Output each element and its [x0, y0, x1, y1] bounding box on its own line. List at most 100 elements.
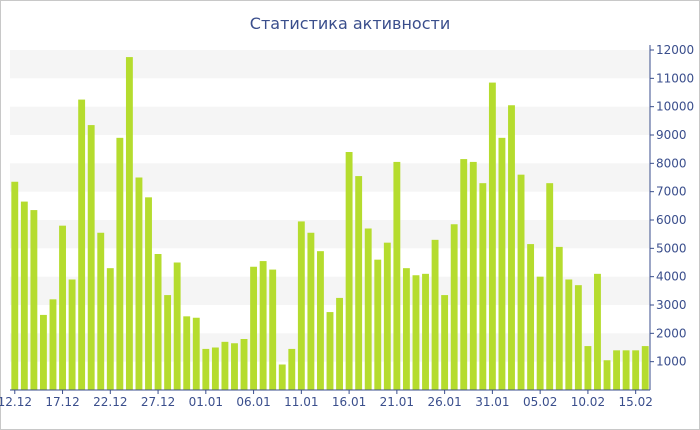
x-tick-label: 27.12 [141, 395, 175, 409]
y-tick-label: 4000 [656, 270, 687, 284]
y-axis-ticks: 1000 2000 3000 4000 5000 6000 7000 8000 9000 1000… [650, 43, 694, 369]
bar [125, 57, 133, 390]
x-tick-label: 16.01 [332, 395, 366, 409]
bar [164, 295, 172, 390]
bar [393, 161, 401, 390]
y-tick-label: 1000 [656, 355, 687, 369]
bars [11, 57, 649, 390]
bar [622, 350, 630, 390]
bar [565, 279, 573, 390]
y-tick-label: 2000 [656, 326, 687, 340]
y-tick-label: 6000 [656, 213, 687, 227]
x-tick-label: 05.02 [523, 395, 557, 409]
bar [364, 228, 372, 390]
bar [345, 152, 353, 390]
chart-title: Статистика активности [249, 14, 451, 33]
y-tick-label: 5000 [656, 241, 687, 255]
bar [173, 262, 181, 390]
grid-band [10, 220, 650, 249]
bar [154, 254, 162, 390]
bar [278, 364, 286, 390]
grid-band [10, 50, 650, 79]
grid-band [10, 106, 650, 135]
bar [594, 273, 601, 390]
bar [584, 346, 592, 390]
bar [479, 183, 487, 390]
bar [527, 244, 535, 390]
bar [269, 269, 277, 390]
bar [412, 275, 420, 390]
bar [288, 348, 296, 390]
bar [145, 197, 152, 390]
bar [250, 266, 258, 390]
x-tick-label: 21.01 [380, 395, 414, 409]
bar [326, 312, 334, 390]
bar [383, 242, 391, 390]
bar [97, 232, 105, 390]
x-tick-label: 10.02 [571, 395, 605, 409]
y-tick-label: 3000 [656, 298, 687, 312]
bar [498, 137, 506, 390]
y-tick-label: 8000 [656, 156, 687, 170]
x-tick-label: 01.01 [189, 395, 223, 409]
x-axis-ticks: 12.12 17.12 22.12 27.12 01.01 06.01 11.01 16.01… [0, 390, 653, 409]
bar [402, 268, 410, 390]
bar [460, 159, 468, 390]
bar [603, 360, 611, 390]
bar [116, 137, 124, 390]
grid-band [10, 163, 650, 192]
bar [546, 183, 554, 390]
bar [106, 268, 114, 390]
bar [39, 314, 47, 390]
bar [30, 210, 38, 390]
bar [536, 276, 544, 390]
bar [68, 279, 76, 390]
x-tick-label: 31.01 [475, 395, 509, 409]
bar [307, 232, 315, 390]
bar [641, 346, 649, 390]
bar [59, 225, 66, 390]
y-tick-label: 11000 [656, 71, 694, 85]
bar [211, 347, 219, 390]
x-tick-label: 22.12 [93, 395, 127, 409]
bar [355, 176, 363, 390]
bar [297, 221, 305, 390]
bar [517, 174, 525, 390]
bar [202, 348, 210, 390]
bar [78, 99, 86, 390]
bar [183, 316, 191, 390]
x-tick-label: 15.02 [618, 395, 652, 409]
bar [20, 201, 28, 390]
bar [317, 251, 324, 390]
bar [574, 285, 582, 390]
bar [87, 125, 95, 390]
bar [240, 339, 248, 390]
bar [441, 295, 449, 390]
bar [431, 239, 439, 390]
y-tick-label: 10000 [656, 100, 694, 114]
bar [135, 177, 143, 390]
bar [192, 317, 200, 390]
bar [374, 259, 382, 390]
bar [11, 181, 19, 390]
bar [336, 297, 343, 390]
y-tick-label: 12000 [656, 43, 694, 57]
bar [259, 261, 267, 390]
bar [450, 224, 458, 390]
bar [508, 105, 515, 390]
grid-band [10, 276, 650, 305]
x-tick-label: 06.01 [236, 395, 270, 409]
bar [613, 350, 621, 390]
bar [49, 299, 57, 390]
x-tick-label: 26.01 [427, 395, 461, 409]
y-tick-label: 9000 [656, 128, 687, 142]
y-tick-label: 7000 [656, 185, 687, 199]
bar [422, 273, 429, 390]
axes [10, 45, 651, 391]
x-tick-label: 11.01 [284, 395, 318, 409]
bar [488, 82, 496, 390]
x-tick-label: 12.12 [0, 395, 32, 409]
bar [632, 350, 640, 390]
bar [555, 246, 563, 390]
